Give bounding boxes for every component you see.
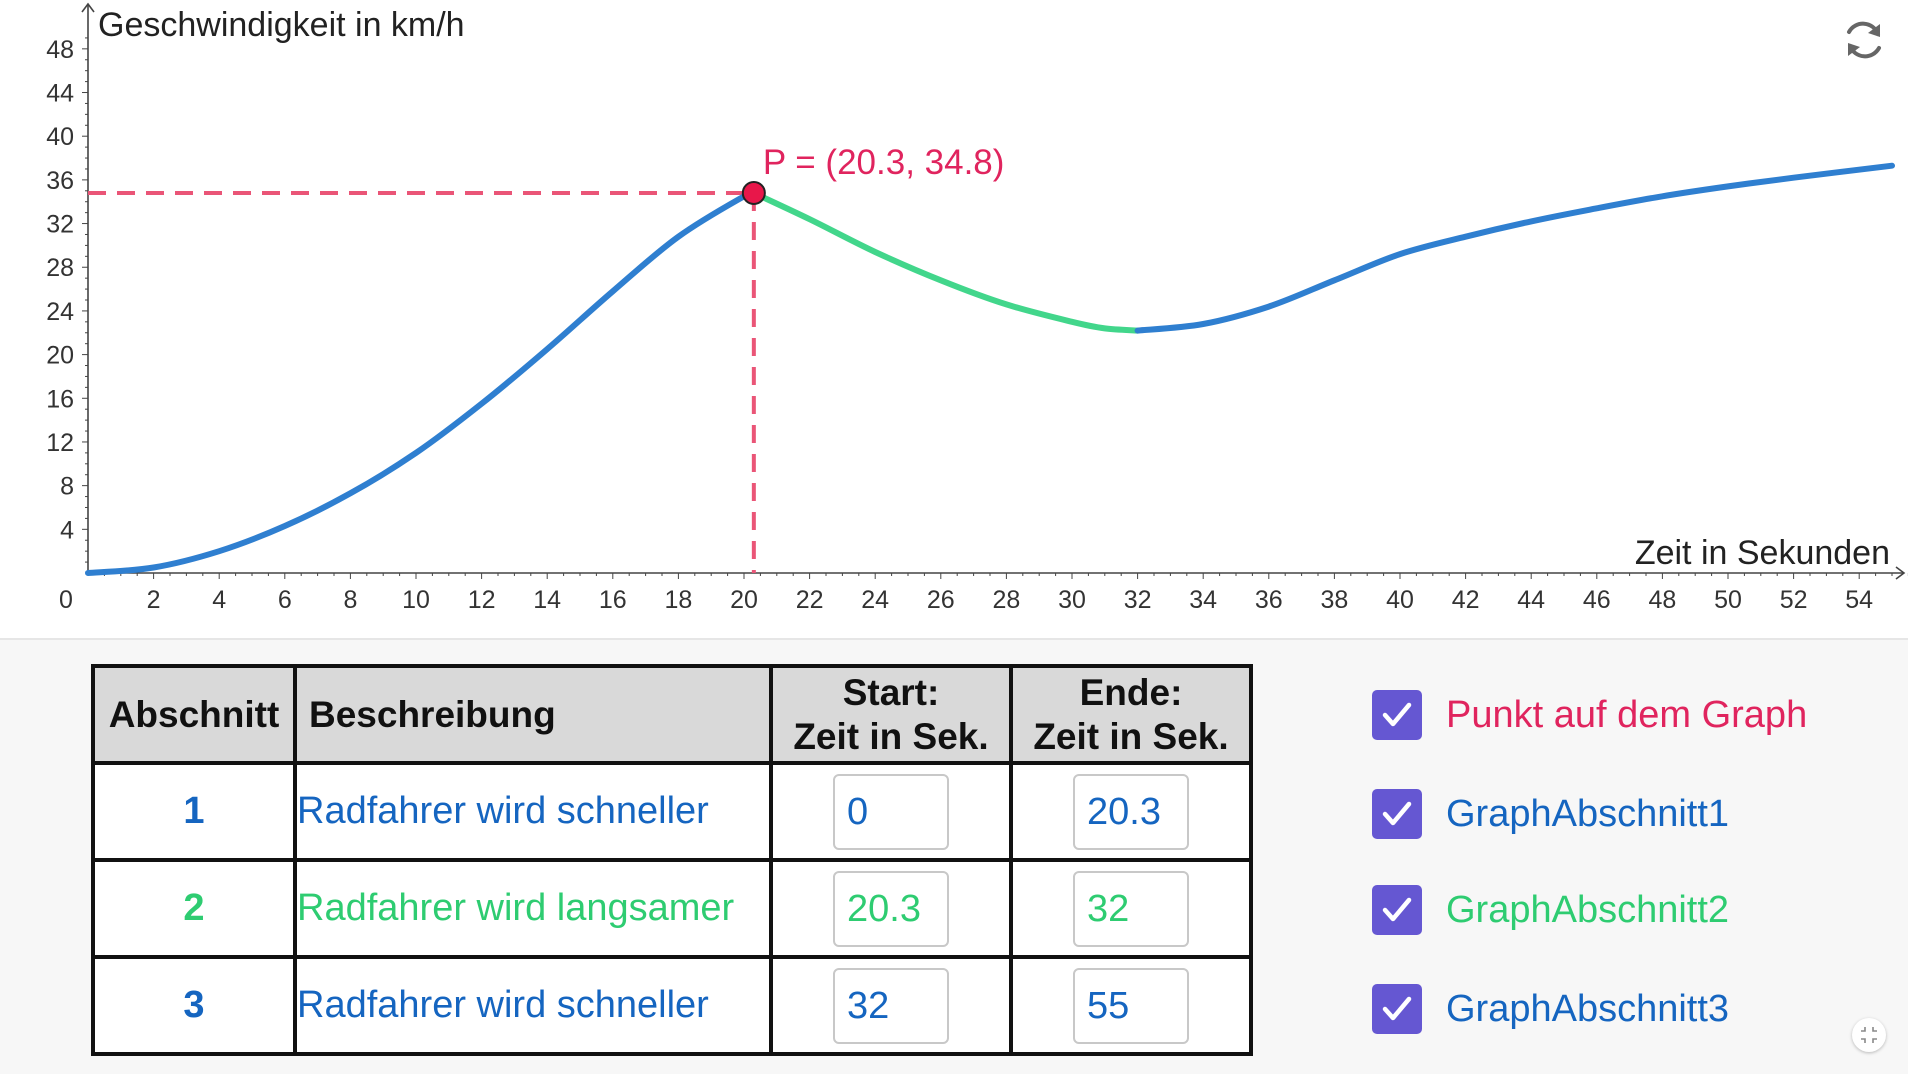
section-number: 1 xyxy=(91,761,297,862)
section-number: 3 xyxy=(91,955,297,1056)
header-ende: Ende: Zeit in Sek. xyxy=(1009,664,1253,765)
x-tick-label: 30 xyxy=(1058,586,1086,614)
table-row: 3 Radfahrer wird schneller 32 55 xyxy=(91,955,1253,1056)
header-start: Start: Zeit in Sek. xyxy=(769,664,1013,765)
x-tick-label: 18 xyxy=(664,586,692,614)
x-tick-label: 8 xyxy=(343,586,357,614)
x-tick-label: 52 xyxy=(1780,586,1808,614)
y-tick-label: 28 xyxy=(46,254,74,282)
checkbox-graph-section-2[interactable]: GraphAbschnitt2 xyxy=(1372,884,1729,936)
start-cell: 32 xyxy=(769,955,1013,1056)
refresh-icon[interactable] xyxy=(1840,16,1888,64)
x-tick-label: 28 xyxy=(992,586,1020,614)
x-tick-label: 4 xyxy=(212,586,226,614)
header-abschnitt: Abschnitt xyxy=(91,664,297,765)
end-time-input[interactable]: 55 xyxy=(1073,967,1189,1044)
y-tick-label: 40 xyxy=(46,123,74,151)
x-tick-label: 42 xyxy=(1452,586,1480,614)
x-tick-label: 0 xyxy=(59,586,73,614)
end-cell: 55 xyxy=(1009,955,1253,1056)
y-tick-label: 16 xyxy=(46,385,74,413)
checkbox-label: GraphAbschnitt2 xyxy=(1446,888,1730,931)
x-tick-label: 26 xyxy=(927,586,955,614)
y-axis-arrow xyxy=(81,2,95,13)
y-tick-label: 20 xyxy=(46,342,74,370)
x-tick-label: 54 xyxy=(1845,586,1873,614)
checkmark-icon xyxy=(1382,996,1412,1021)
x-tick-label: 44 xyxy=(1517,586,1545,614)
table-header-row: Abschnitt Beschreibung Start: Zeit in Se… xyxy=(91,664,1253,765)
table-row: 2 Radfahrer wird langsamer 20.3 32 xyxy=(91,858,1253,959)
checkmark-icon xyxy=(1382,897,1412,922)
checkbox-checked[interactable] xyxy=(1372,885,1422,935)
graph-section-2-line xyxy=(750,190,1141,334)
x-tick-label: 50 xyxy=(1714,586,1742,614)
collapse-icon[interactable] xyxy=(1852,1018,1886,1052)
section-description: Radfahrer wird schneller xyxy=(293,761,773,862)
start-cell: 0 xyxy=(769,761,1013,862)
start-time-input[interactable]: 0 xyxy=(833,773,949,850)
x-tick-label: 16 xyxy=(599,586,627,614)
x-tick-label: 48 xyxy=(1648,586,1676,614)
x-tick-label: 6 xyxy=(278,586,292,614)
y-tick-label: 8 xyxy=(60,473,74,501)
checkbox-checked[interactable] xyxy=(1372,789,1422,839)
checkbox-graph-section-1[interactable]: GraphAbschnitt1 xyxy=(1372,788,1729,840)
x-axis-arrow xyxy=(1895,566,1906,580)
x-tick-label: 40 xyxy=(1386,586,1414,614)
end-time-input[interactable]: 32 xyxy=(1073,870,1189,947)
x-tick-label: 2 xyxy=(147,586,161,614)
x-axis-title: Zeit in Sekunden xyxy=(1635,534,1890,572)
x-tick-label: 12 xyxy=(468,586,496,614)
y-tick-label: 24 xyxy=(46,298,74,326)
x-tick-label: 22 xyxy=(796,586,824,614)
checkbox-label: Punkt auf dem Graph xyxy=(1446,693,1808,736)
x-tick-label: 24 xyxy=(861,586,889,614)
section-number: 2 xyxy=(91,858,297,959)
divider xyxy=(0,638,1908,640)
section-description: Radfahrer wird schneller xyxy=(293,955,773,1056)
checkbox-label: GraphAbschnitt1 xyxy=(1446,792,1730,835)
checkmark-icon xyxy=(1382,702,1412,727)
y-tick-label: 32 xyxy=(46,211,74,239)
checkbox-graph-section-3[interactable]: GraphAbschnitt3 xyxy=(1372,983,1729,1035)
graph-section-1-line xyxy=(85,189,757,576)
section-description: Radfahrer wird langsamer xyxy=(293,858,773,959)
y-tick-label: 48 xyxy=(46,36,74,64)
x-tick-label: 20 xyxy=(730,586,758,614)
graph-view[interactable]: 0 2 4 6 8 10 12 14 16 18 20 22 24 26 28 30 32 34 36 38 40 42 4… xyxy=(0,0,1908,638)
header-beschreibung: Beschreibung xyxy=(293,664,773,765)
checkbox-point-on-graph[interactable]: Punkt auf dem Graph xyxy=(1372,689,1807,741)
speed-time-chart[interactable]: 0 2 4 6 8 10 12 14 16 18 20 22 24 26 28 30 32 34 36 38 40 42 4… xyxy=(0,0,1908,638)
end-cell: 32 xyxy=(1009,858,1253,959)
x-tick-label: 14 xyxy=(533,586,561,614)
checkbox-label: GraphAbschnitt3 xyxy=(1446,987,1730,1030)
x-tick-label: 10 xyxy=(402,586,430,614)
y-tick-label: 44 xyxy=(46,80,74,108)
table-row: 1 Radfahrer wird schneller 0 20.3 xyxy=(91,761,1253,862)
y-axis-title: Geschwindigkeit in km/h xyxy=(98,6,465,44)
y-tick-label: 12 xyxy=(46,429,74,457)
start-time-input[interactable]: 20.3 xyxy=(833,870,949,947)
y-tick-label: 4 xyxy=(60,516,74,544)
checkmark-icon xyxy=(1382,801,1412,826)
y-tick-label: 36 xyxy=(46,167,74,195)
start-time-input[interactable]: 32 xyxy=(833,967,949,1044)
x-tick-label: 32 xyxy=(1124,586,1152,614)
checkbox-checked[interactable] xyxy=(1372,984,1422,1034)
sections-table: Abschnitt Beschreibung Start: Zeit in Se… xyxy=(91,664,1253,1056)
end-cell: 20.3 xyxy=(1009,761,1253,862)
x-tick-label: 46 xyxy=(1583,586,1611,614)
point-p-label: P = (20.3, 34.8) xyxy=(763,143,1005,182)
x-tick-label: 36 xyxy=(1255,586,1283,614)
checkbox-checked[interactable] xyxy=(1372,690,1422,740)
end-time-input[interactable]: 20.3 xyxy=(1073,773,1189,850)
x-tick-label: 38 xyxy=(1320,586,1348,614)
start-cell: 20.3 xyxy=(769,858,1013,959)
point-p[interactable] xyxy=(741,180,766,205)
x-tick-label: 34 xyxy=(1189,586,1217,614)
graph-section-3-line xyxy=(1134,162,1895,334)
